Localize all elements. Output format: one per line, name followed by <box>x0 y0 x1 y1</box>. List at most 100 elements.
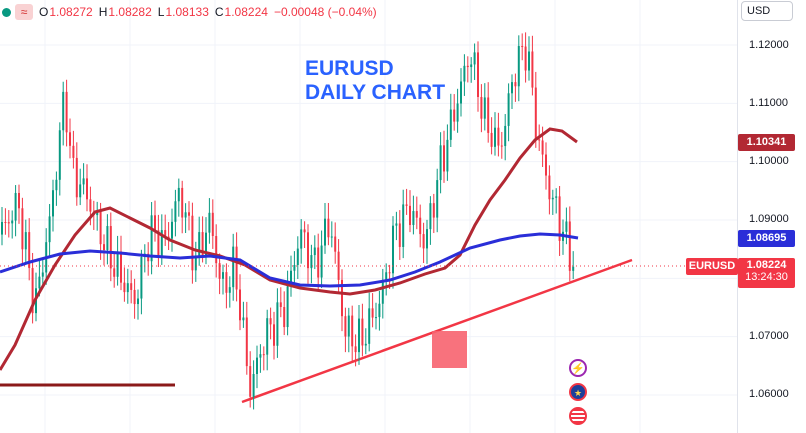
candle-body <box>225 272 228 293</box>
candle-body <box>154 215 156 231</box>
candle-body <box>262 354 265 356</box>
candle-body <box>548 175 551 200</box>
candle-body <box>483 97 486 119</box>
candle-body <box>432 203 435 218</box>
candle-body <box>463 65 466 82</box>
candle-body <box>368 308 371 344</box>
candle-body <box>565 221 568 232</box>
eu-flag-icon[interactable]: ★ <box>569 383 587 401</box>
candle-body <box>58 130 61 180</box>
ma-blue-price-tag: 1.08695 <box>738 230 795 247</box>
candle-body <box>7 222 10 224</box>
high-value: 1.08282 <box>108 5 152 19</box>
candle-body <box>412 211 415 225</box>
candle-body <box>65 91 68 133</box>
candle-body <box>480 96 483 119</box>
candle-body <box>555 196 558 198</box>
candle-body <box>419 217 422 235</box>
wave-icon[interactable]: ≈ <box>15 4 33 20</box>
low-value: 1.08133 <box>165 5 209 19</box>
candle-body <box>211 212 214 237</box>
candle-body <box>426 229 428 249</box>
candle-body <box>409 205 411 225</box>
candle-body <box>52 190 54 217</box>
candle-body <box>18 192 20 209</box>
candle-body <box>1 222 3 235</box>
open-key: O <box>39 5 49 19</box>
open-value: 1.08272 <box>49 5 93 19</box>
candle-body <box>75 157 78 198</box>
close-key: C <box>214 5 224 19</box>
candle-body <box>572 266 575 271</box>
candle-body <box>252 374 255 397</box>
candle-body <box>133 289 136 305</box>
candle-body <box>293 265 296 271</box>
candle-body <box>106 226 109 251</box>
candle-body <box>157 230 160 258</box>
candle-body <box>317 247 320 278</box>
candle-body <box>198 232 201 257</box>
candle-body <box>541 140 544 155</box>
candle-body <box>436 180 439 218</box>
candle-body <box>545 154 547 176</box>
price-tick: 1.09000 <box>749 213 789 225</box>
status-dot-icon <box>2 7 11 17</box>
candle-body <box>307 232 309 269</box>
candle-body <box>130 283 133 290</box>
candle-body <box>160 230 163 258</box>
candle-body <box>364 343 367 346</box>
candle-body <box>517 46 520 87</box>
candle-body <box>361 318 364 346</box>
annotation-line-2: DAILY CHART <box>305 81 446 104</box>
candle-body <box>497 127 500 146</box>
candle-body <box>558 196 561 241</box>
candle-body <box>201 232 204 256</box>
candle-body <box>164 230 167 237</box>
candle-body <box>283 307 286 328</box>
candle-body <box>375 317 377 319</box>
candle-body <box>11 220 14 224</box>
candle-body <box>215 236 218 264</box>
candle-body <box>188 212 190 216</box>
candle-body <box>120 251 122 283</box>
candle-body <box>194 256 197 271</box>
lightning-icon[interactable]: ⚡ <box>569 359 587 377</box>
annotation-line-1: EURUSD <box>305 57 394 80</box>
candle-body <box>538 139 541 141</box>
candle-body <box>150 215 153 262</box>
candle-body <box>534 87 537 140</box>
chart-annotation: EURUSD DAILY CHART <box>305 57 445 105</box>
candle-body <box>568 221 571 271</box>
candle-body <box>218 263 221 279</box>
candle-body <box>500 145 503 147</box>
currency-selector[interactable]: USD <box>741 1 793 21</box>
candle-body <box>477 52 479 97</box>
candle-body <box>259 354 262 358</box>
candle-body <box>82 178 85 185</box>
candle-body <box>405 204 408 206</box>
candle-body <box>72 145 75 158</box>
candle-body <box>487 97 490 133</box>
candle-body <box>371 308 374 318</box>
candle-body <box>385 272 388 280</box>
candle-body <box>470 64 473 68</box>
candle-body <box>126 283 129 293</box>
candle-body <box>109 226 112 269</box>
highlight-box <box>432 331 467 368</box>
candle-body <box>358 318 360 353</box>
candle-body <box>524 46 527 71</box>
candle-body <box>171 221 173 239</box>
candle-body <box>177 187 180 202</box>
candle-body <box>300 229 303 249</box>
candle-body <box>24 232 27 250</box>
candle-body <box>320 245 323 278</box>
candle-body <box>528 51 530 71</box>
us-flag-icon[interactable] <box>569 407 587 425</box>
ma-red-price-tag: 1.10341 <box>738 134 795 151</box>
candle-body <box>511 82 513 94</box>
candle-body <box>310 255 313 269</box>
candle-body <box>392 225 394 274</box>
price-tick: 1.12000 <box>749 39 789 51</box>
ma-blue-line <box>0 232 579 288</box>
